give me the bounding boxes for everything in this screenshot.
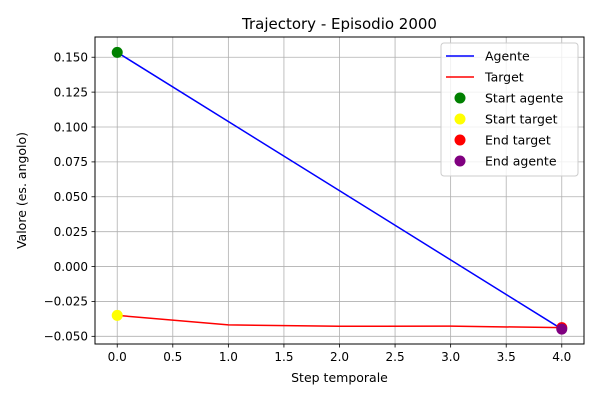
series-lines [116, 51, 563, 330]
x-tick-label: 0.0 [108, 350, 127, 364]
y-tick-label: −0.050 [44, 330, 88, 344]
x-tick-label: 1.5 [274, 350, 293, 364]
legend-label-end-target: End target [485, 133, 551, 148]
legend-label-end-agente: End agente [485, 154, 557, 169]
y-tick-label: −0.025 [44, 295, 88, 309]
y-axis-ticks: −0.050 −0.025 0.000 0.025 0.050 0.075 0.100 0.1… [44, 51, 95, 344]
legend-swatch-end-target [454, 134, 466, 146]
legend-swatch-end-agente [454, 155, 466, 167]
x-tick-label: 1.0 [219, 350, 238, 364]
legend-box [440, 42, 579, 177]
y-tick-label: 0.125 [54, 85, 88, 99]
y-tick-label: 0.050 [54, 190, 88, 204]
grid [95, 37, 584, 344]
legend-label-target: Target [484, 70, 524, 85]
legend-swatch-start-agente [454, 92, 466, 104]
marker-start-target [111, 309, 123, 321]
marker-start-agente [111, 46, 123, 58]
x-tick-label: 3.5 [497, 350, 516, 364]
legend-label-start-agente: Start agente [485, 91, 564, 106]
x-tick-label: 4.0 [552, 350, 571, 364]
y-axis-label: Valore (es. angolo) [14, 132, 29, 249]
x-tick-label: 0.5 [163, 350, 182, 364]
legend-swatch-start-target [454, 113, 466, 125]
series-line-agente [116, 51, 563, 330]
series-line-target [117, 314, 562, 329]
x-tick-label: 2.0 [330, 350, 349, 364]
marker-end-agente [556, 323, 568, 335]
x-tick-label: 3.0 [441, 350, 460, 364]
x-tick-label: 2.5 [386, 350, 405, 364]
y-tick-label: 0.150 [54, 51, 88, 65]
markers [111, 46, 568, 335]
chart-title: Trajectory - Episodio 2000 [241, 15, 437, 33]
legend-label-agente: Agente [485, 49, 530, 64]
x-axis-ticks: 0.0 0.5 1.0 1.5 2.0 2.5 3.0 3.5 4.0 [108, 344, 571, 364]
y-tick-label: 0.075 [54, 155, 88, 169]
legend: Agente Target Start agente Start target End … [440, 42, 579, 177]
y-tick-label: 0.025 [54, 225, 88, 239]
y-tick-label: 0.100 [54, 120, 88, 134]
legend-label-start-target: Start target [485, 112, 558, 127]
x-axis-label: Step temporale [291, 370, 388, 385]
y-tick-label: 0.000 [54, 260, 88, 274]
